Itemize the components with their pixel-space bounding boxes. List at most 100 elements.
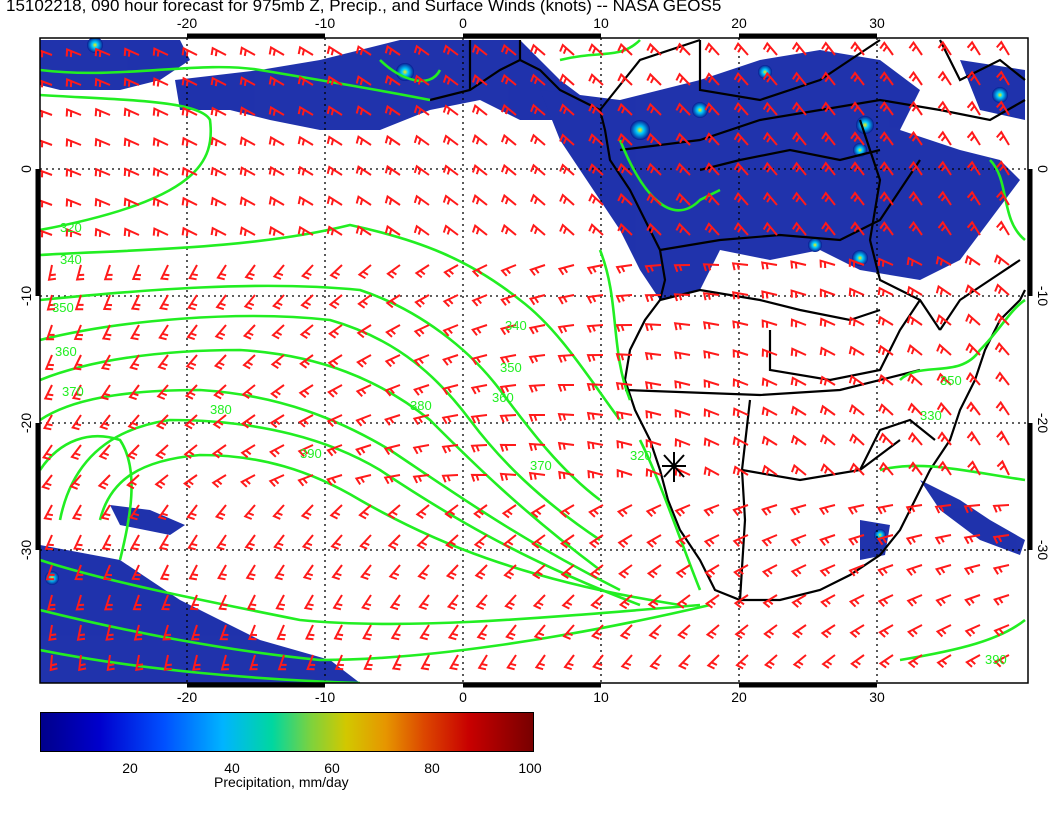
wind-barb bbox=[533, 624, 546, 640]
wind-barb bbox=[704, 594, 720, 609]
wind-barb bbox=[850, 191, 865, 206]
wind-barb bbox=[123, 77, 140, 87]
wind-barb bbox=[907, 402, 923, 416]
wind-barb bbox=[102, 294, 113, 311]
wind-barb bbox=[557, 324, 575, 334]
wind-barb bbox=[821, 41, 836, 56]
wind-barb bbox=[879, 191, 894, 206]
wind-barb bbox=[762, 131, 778, 146]
wind-barb bbox=[992, 504, 1010, 513]
wind-barb bbox=[908, 461, 923, 476]
wind-barb bbox=[186, 324, 198, 341]
wind-barb bbox=[819, 288, 836, 298]
wind-barb bbox=[471, 44, 488, 56]
wind-barb bbox=[790, 289, 807, 298]
wind-barb bbox=[761, 377, 778, 387]
wind-barb bbox=[105, 624, 114, 641]
wind-barb bbox=[673, 293, 691, 302]
wind-barb bbox=[43, 384, 54, 401]
wind-barb bbox=[644, 323, 662, 332]
wind-barb bbox=[101, 324, 112, 341]
wind-barb bbox=[213, 384, 227, 400]
wind-barb bbox=[71, 384, 82, 401]
wind-barb bbox=[106, 654, 115, 672]
wind-barb bbox=[499, 414, 517, 423]
wind-barb bbox=[905, 534, 923, 545]
wind-barb bbox=[327, 354, 343, 369]
wind-barb bbox=[528, 442, 546, 452]
wind-barb bbox=[704, 564, 720, 578]
wind-barb bbox=[791, 221, 807, 236]
top-tick-label: -10 bbox=[315, 15, 335, 31]
wind-barb bbox=[705, 624, 720, 640]
wind-barb bbox=[447, 624, 459, 641]
wind-barb bbox=[389, 594, 401, 611]
wind-barb bbox=[40, 79, 53, 88]
wind-barb bbox=[879, 41, 894, 56]
wind-barb bbox=[963, 534, 981, 545]
wind-barb bbox=[876, 504, 894, 515]
wind-barb bbox=[819, 259, 836, 269]
wind-barb bbox=[703, 408, 720, 418]
wind-barb bbox=[532, 564, 546, 580]
wind-barb bbox=[994, 283, 1010, 296]
wind-barb bbox=[561, 594, 575, 610]
wind-barb bbox=[217, 564, 227, 581]
wind-barb bbox=[46, 294, 56, 311]
wind-barb bbox=[732, 465, 749, 476]
wind-barb bbox=[65, 198, 82, 208]
wind-barb bbox=[733, 131, 749, 146]
wind-barb bbox=[384, 224, 401, 236]
wind-barb bbox=[819, 346, 836, 357]
wind-barb bbox=[820, 594, 836, 608]
wind-barb bbox=[102, 564, 113, 581]
wind-barb bbox=[761, 290, 778, 299]
wind-barb bbox=[848, 316, 865, 327]
wind-barb bbox=[821, 191, 836, 206]
wind-barb bbox=[272, 294, 285, 310]
wind-barb bbox=[849, 462, 865, 476]
wind-barb bbox=[530, 163, 546, 176]
wind-barb bbox=[649, 654, 662, 670]
wind-barb bbox=[73, 534, 83, 551]
wind-barb bbox=[355, 135, 372, 146]
wind-barb bbox=[791, 191, 807, 206]
wind-barb bbox=[245, 564, 256, 581]
wind-barb bbox=[993, 654, 1010, 668]
wind-barb bbox=[385, 324, 401, 338]
wind-barb bbox=[239, 136, 256, 147]
wind-barb bbox=[48, 624, 57, 642]
wind-barb bbox=[163, 654, 172, 671]
wind-barb bbox=[702, 292, 720, 301]
wind-barb bbox=[184, 414, 198, 430]
wind-barb bbox=[356, 324, 372, 339]
precip-cells bbox=[45, 38, 1008, 585]
wind-barb bbox=[413, 164, 430, 176]
wind-barb bbox=[104, 594, 113, 611]
wind-barb bbox=[506, 654, 517, 671]
wind-barb bbox=[762, 71, 778, 86]
wind-barb bbox=[588, 73, 604, 86]
left-lat-ticks: 0 -10 -20 -30 bbox=[18, 165, 34, 560]
wind-barb bbox=[94, 47, 111, 57]
wind-barb bbox=[418, 594, 430, 611]
wind-barb bbox=[617, 72, 633, 86]
wind-barb bbox=[239, 46, 256, 57]
wind-barb bbox=[152, 47, 169, 57]
wind-barb bbox=[384, 384, 401, 397]
wind-barb bbox=[762, 191, 778, 206]
wind-barb bbox=[615, 324, 633, 333]
wind-barb bbox=[301, 264, 314, 280]
wind-barb bbox=[44, 354, 54, 371]
wind-barb bbox=[588, 163, 604, 176]
contour-label: 360 bbox=[55, 344, 77, 359]
wind-barb bbox=[218, 594, 228, 611]
wind-barb bbox=[214, 324, 227, 340]
wind-barb bbox=[937, 100, 952, 116]
wind-barb bbox=[847, 504, 865, 515]
wind-barb bbox=[761, 534, 778, 547]
wind-barb bbox=[189, 594, 199, 611]
wind-barb bbox=[441, 474, 459, 483]
wind-barb bbox=[592, 654, 604, 671]
wind-barb bbox=[268, 165, 285, 176]
